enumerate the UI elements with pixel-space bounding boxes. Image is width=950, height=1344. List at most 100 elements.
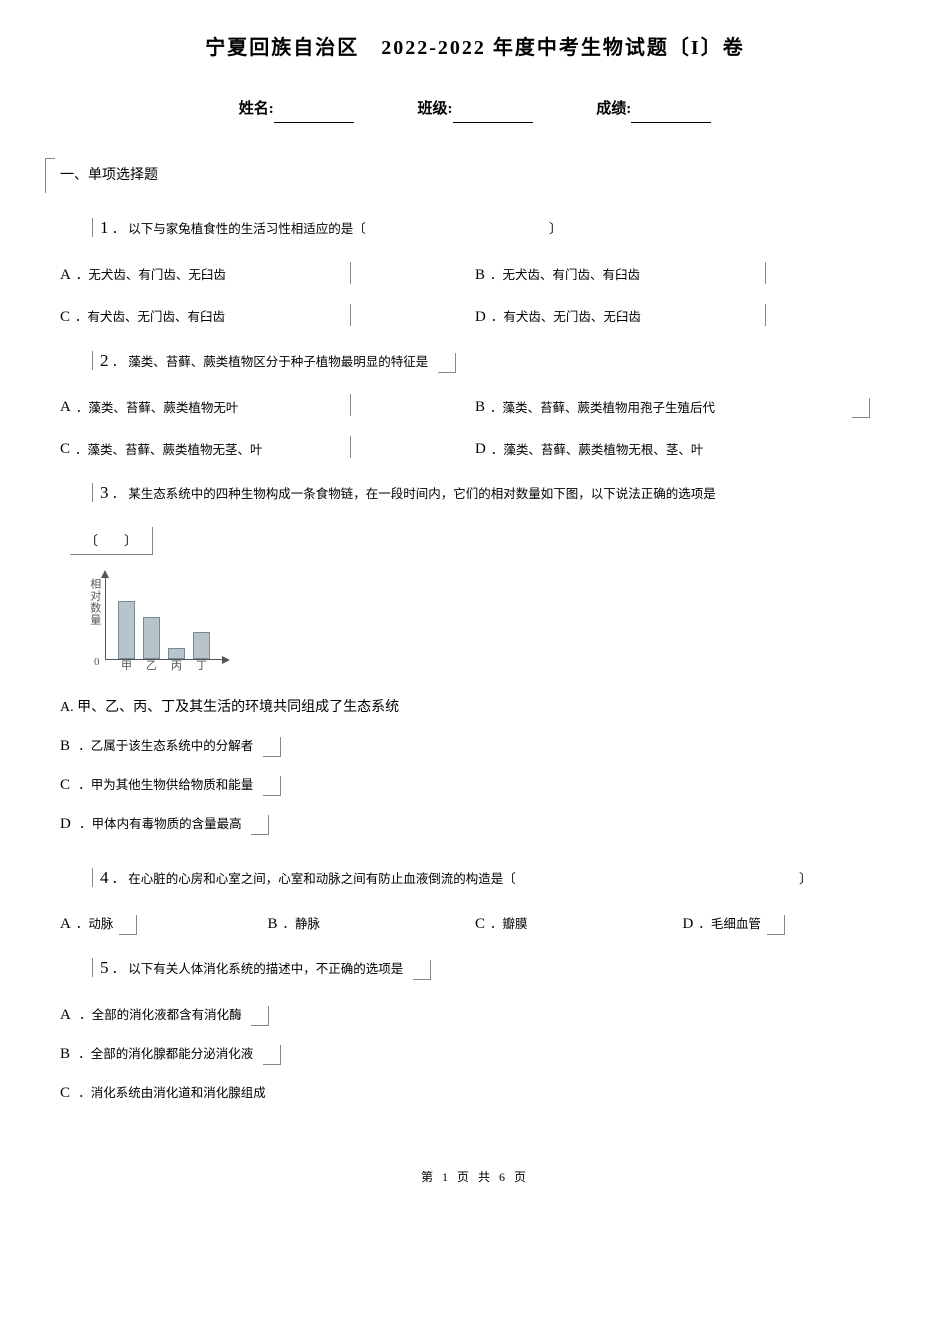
- options-row: A ．动脉 B ．静脉 C ．瓣膜 D ．毛细血管: [60, 911, 890, 938]
- score-label: 成绩:: [596, 101, 631, 117]
- question-number: 2 .: [100, 351, 117, 370]
- question-text: 藻类、苔藓、蕨类植物区分于种子植物最明显的特征是: [128, 355, 428, 369]
- question-text: 以下与家兔植食性的生活习性相适应的是〔: [128, 222, 366, 236]
- answer-box: [119, 915, 137, 935]
- option-a: A. 甲、乙、丙、丁及其生活的环境共同组成了生态系统: [60, 695, 890, 720]
- option-letter: C: [60, 304, 70, 331]
- option-text: ．全部的消化腺都能分泌消化液: [78, 1047, 253, 1061]
- x-tick-label: 乙: [143, 657, 160, 677]
- option-d: D ．藻类、苔藓、蕨类植物无根、茎、叶: [475, 436, 890, 463]
- answer-box: [852, 398, 870, 418]
- option-a: A ．全部的消化液都含有消化酶: [60, 1002, 890, 1029]
- option-b: B ．静脉: [268, 911, 476, 938]
- option-letter: B: [475, 394, 485, 421]
- option-c: C ．甲为其他生物供给物质和能量: [60, 772, 890, 799]
- origin-label: 0: [94, 653, 100, 673]
- option-b: B ．藻类、苔藓、蕨类植物用孢子生殖后代: [475, 394, 890, 421]
- question-text: 某生态系统中的四种生物构成一条食物链，在一段时间内，它们的相对数量如下图，以下说…: [128, 487, 716, 501]
- student-info-row: 姓名: 班级: 成绩:: [60, 96, 890, 123]
- class-label: 班级:: [418, 101, 453, 117]
- option-text: ．藻类、苔藓、蕨类植物无茎、叶: [75, 439, 263, 462]
- bar: [193, 632, 210, 659]
- question-number: 1 .: [100, 218, 117, 237]
- question-1: 1 . 以下与家兔植食性的生活习性相适应的是〔 〕: [100, 213, 890, 244]
- option-letter: A: [60, 394, 71, 421]
- option-letter: A.: [60, 700, 74, 715]
- y-axis-label: 相对数量: [84, 578, 104, 626]
- option-letter: D: [475, 436, 486, 463]
- class-field: 班级:: [418, 96, 533, 123]
- option-text: ．有犬齿、无门齿、有臼齿: [75, 306, 225, 329]
- option-b: B ．无犬齿、有门齿、有臼齿: [475, 262, 890, 289]
- option-text: 甲、乙、丙、丁及其生活的环境共同组成了生态系统: [77, 700, 399, 715]
- option-a: A ．无犬齿、有门齿、无臼齿: [60, 262, 475, 289]
- class-blank: [453, 122, 533, 123]
- option-text: ．无犬齿、有门齿、无臼齿: [76, 264, 226, 287]
- option-text: ．毛细血管: [698, 913, 761, 936]
- option-text: ．甲为其他生物供给物质和能量: [78, 778, 253, 792]
- y-axis: [105, 575, 106, 660]
- question-2: 2 . 藻类、苔藓、蕨类植物区分于种子植物最明显的特征是: [100, 346, 890, 377]
- question-number: 5 .: [100, 958, 117, 977]
- question-5: 5 . 以下有关人体消化系统的描述中，不正确的选项是: [100, 953, 890, 984]
- option-letter: A: [60, 1007, 71, 1023]
- y-arrow-icon: [101, 570, 109, 578]
- option-a: A ．动脉: [60, 911, 268, 938]
- answer-box: [251, 1006, 269, 1026]
- chart-container: 相对数量 0 甲乙丙丁: [80, 570, 890, 680]
- option-text: ．无犬齿、有门齿、有臼齿: [490, 264, 640, 287]
- option-c: C ．藻类、苔藓、蕨类植物无茎、叶: [60, 436, 475, 463]
- option-text: ．消化系统由消化道和消化腺组成: [78, 1086, 266, 1100]
- name-field: 姓名:: [239, 96, 354, 123]
- question-3: 3 . 某生态系统中的四种生物构成一条食物链，在一段时间内，它们的相对数量如下图…: [100, 478, 890, 509]
- option-text: ．有犬齿、无门齿、无臼齿: [491, 306, 641, 329]
- answer-box: [263, 1045, 281, 1065]
- answer-box: [263, 737, 281, 757]
- x-arrow-icon: [222, 656, 230, 664]
- option-letter: A: [60, 262, 71, 289]
- option-letter: B: [475, 262, 485, 289]
- options-row: C ．有犬齿、无门齿、有臼齿 D ．有犬齿、无门齿、无臼齿: [60, 304, 890, 331]
- option-a: A ．藻类、苔藓、蕨类植物无叶: [60, 394, 475, 421]
- answer-box: [438, 353, 456, 373]
- bar: [143, 617, 160, 659]
- option-c: C ．有犬齿、无门齿、有臼齿: [60, 304, 475, 331]
- option-letter: B: [60, 738, 70, 754]
- bar-chart: 相对数量 0 甲乙丙丁: [80, 570, 230, 680]
- option-text: ．动脉: [76, 913, 114, 936]
- page-title: 宁夏回族自治区 2022-2022 年度中考生物试题〔I〕卷: [60, 30, 890, 66]
- bar: [118, 601, 135, 659]
- bracket-row: 〔 〕: [60, 527, 890, 555]
- answer-box: [413, 960, 431, 980]
- answer-box: [251, 815, 269, 835]
- x-tick-label: 丁: [193, 657, 210, 677]
- question-number: 3 .: [100, 483, 117, 502]
- option-text: ．乙属于该生态系统中的分解者: [78, 739, 253, 753]
- option-text: ．藻类、苔藓、蕨类植物无叶: [76, 397, 239, 420]
- name-label: 姓名:: [239, 101, 274, 117]
- options-row: A ．藻类、苔藓、蕨类植物无叶 B ．藻类、苔藓、蕨类植物用孢子生殖后代: [60, 394, 890, 421]
- bracket-close: 〕: [549, 221, 562, 236]
- option-letter: C: [60, 777, 70, 793]
- option-letter: D: [475, 304, 486, 331]
- option-letter: A: [60, 911, 71, 938]
- page-footer: 第 1 页 共 6 页: [60, 1167, 890, 1189]
- question-number: 4 .: [100, 868, 117, 887]
- option-c: C ．瓣膜: [475, 911, 683, 938]
- question-text: 在心脏的心房和心室之间，心室和动脉之间有防止血液倒流的构造是〔: [128, 872, 516, 886]
- answer-box: [263, 776, 281, 796]
- answer-bracket: 〔 〕: [70, 527, 153, 555]
- option-letter: B: [60, 1046, 70, 1062]
- score-field: 成绩:: [596, 96, 711, 123]
- question-4: 4 . 在心脏的心房和心室之间，心室和动脉之间有防止血液倒流的构造是〔 〕: [100, 863, 890, 894]
- x-tick-label: 甲: [118, 657, 135, 677]
- options-row: A ．无犬齿、有门齿、无臼齿 B ．无犬齿、有门齿、有臼齿: [60, 262, 890, 289]
- option-letter: D: [683, 911, 694, 938]
- option-text: ．静脉: [283, 913, 321, 936]
- option-d: D ．甲体内有毒物质的含量最高: [60, 811, 890, 838]
- bracket-close: 〕: [799, 871, 812, 886]
- option-b: B ．全部的消化腺都能分泌消化液: [60, 1041, 890, 1068]
- option-c: C ．消化系统由消化道和消化腺组成: [60, 1080, 890, 1107]
- section-header: 一、单项选择题: [60, 163, 890, 188]
- question-text: 以下有关人体消化系统的描述中，不正确的选项是: [128, 962, 403, 976]
